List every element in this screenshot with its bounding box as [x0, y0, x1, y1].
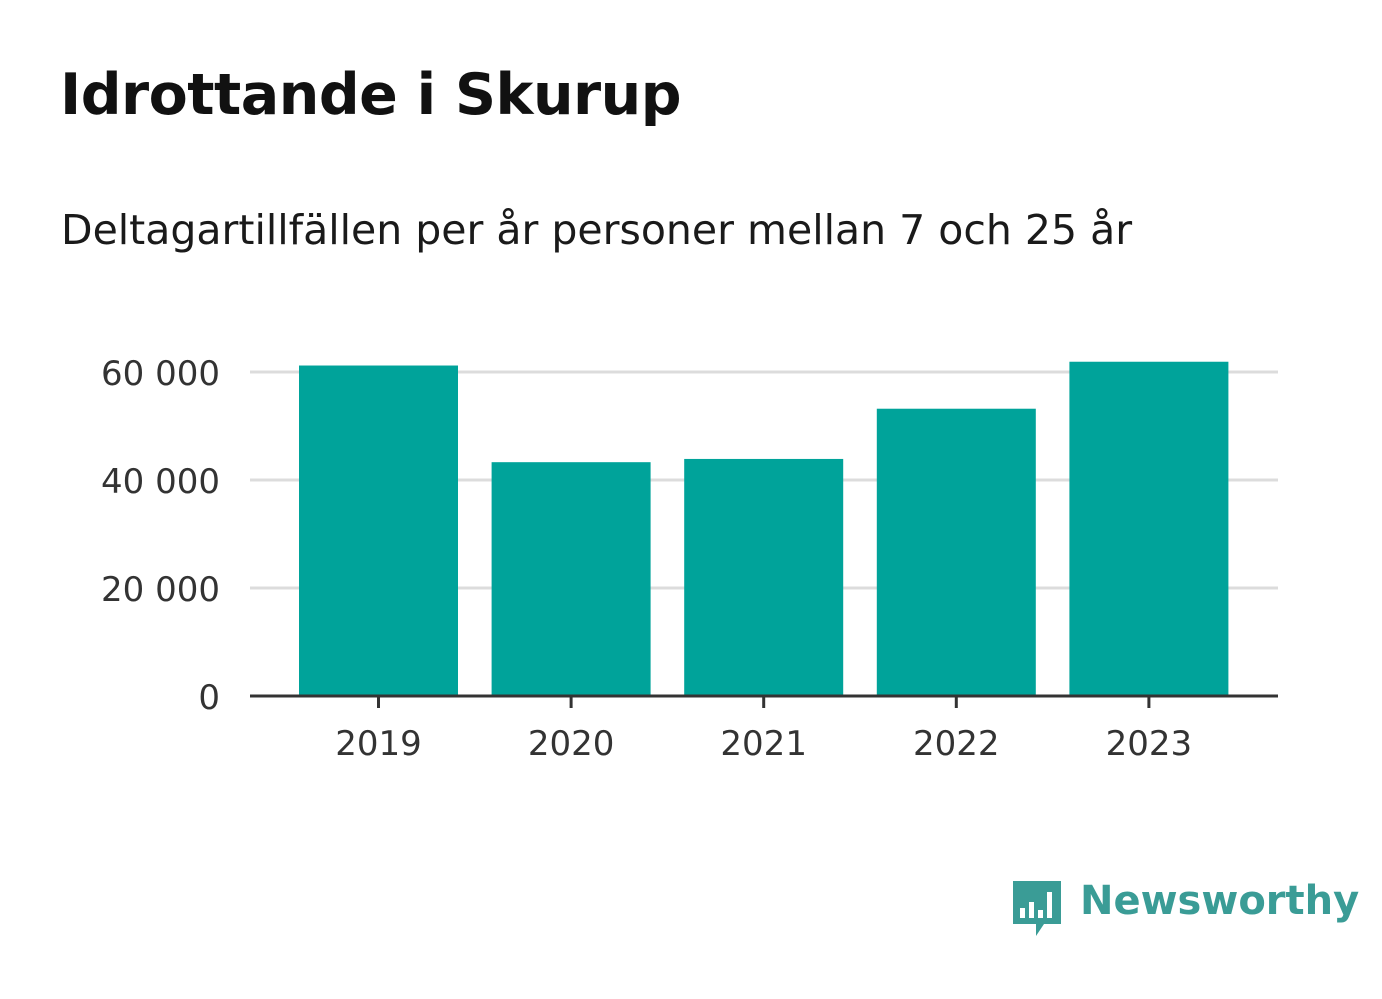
y-tick-label: 0	[198, 678, 220, 718]
axes: 0 20 000 40 000 60 000 2019 2020 2021 2022 2023	[101, 354, 1278, 764]
bar-2023	[1069, 361, 1229, 696]
x-tick-label: 2019	[335, 724, 422, 764]
bars	[299, 361, 1229, 696]
newsworthy-logo: Newsworthy	[1010, 878, 1359, 942]
x-tick-label: 2022	[913, 724, 1000, 764]
brand-name: Newsworthy	[1080, 878, 1360, 924]
bar-2020	[491, 462, 651, 696]
y-tick-label: 60 000	[101, 354, 220, 394]
bar-2022	[876, 408, 1036, 696]
y-tick-label: 40 000	[101, 462, 220, 502]
x-tick-label: 2023	[1106, 724, 1193, 764]
x-tick-label: 2021	[720, 724, 807, 764]
bar-2019	[299, 365, 458, 696]
x-tick-label: 2020	[528, 724, 615, 764]
bar-chart-bubble-icon	[1013, 881, 1061, 936]
y-tick-label: 20 000	[101, 570, 220, 610]
chart-subtitle: Deltagartillfällen per år personer mella…	[61, 206, 1133, 254]
chart-title: Idrottande i Skurup	[60, 62, 682, 128]
bar-2021	[684, 458, 844, 696]
